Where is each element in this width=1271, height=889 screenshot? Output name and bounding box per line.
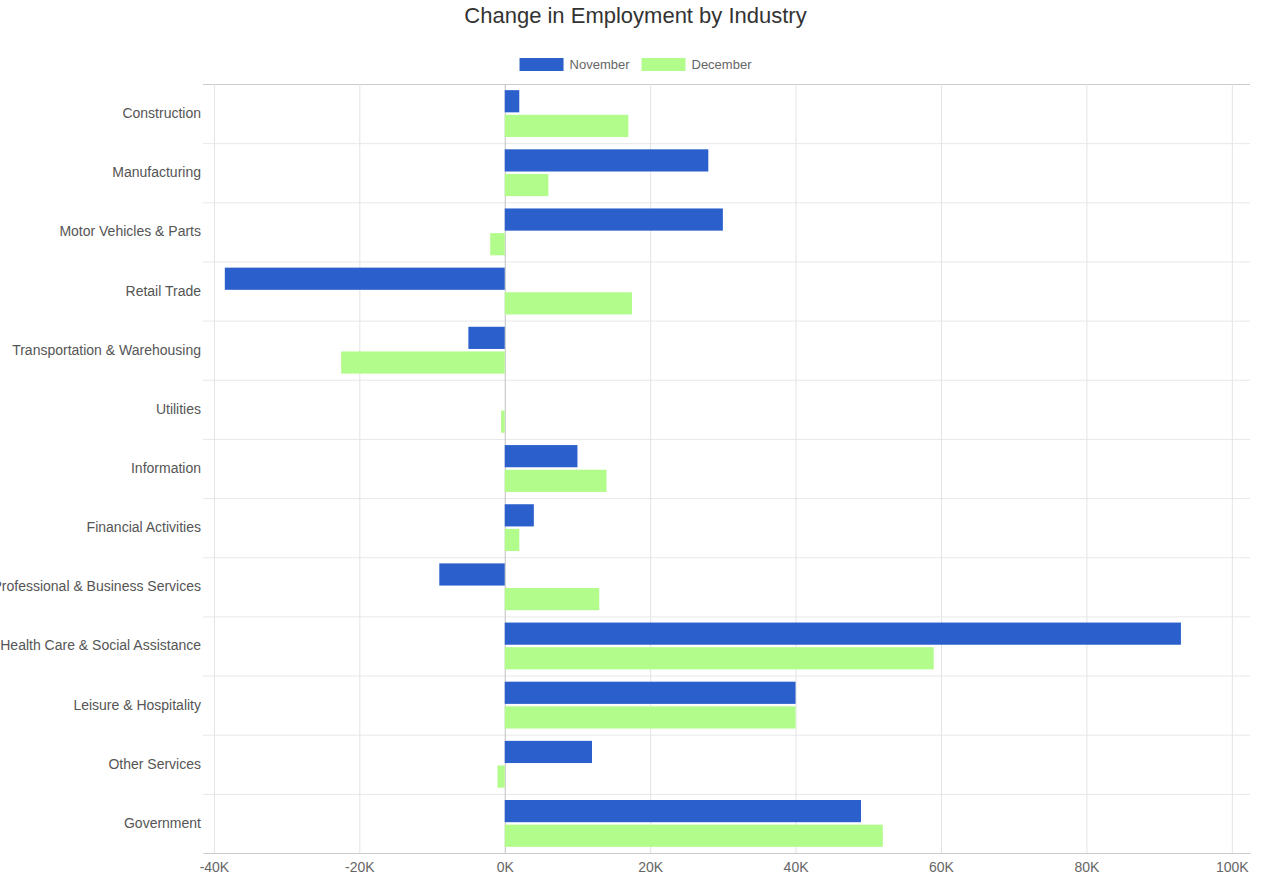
bar [505, 800, 861, 822]
bar [505, 445, 578, 467]
grid-line [941, 84, 942, 853]
bar [341, 351, 505, 373]
y-tick: Government [124, 815, 203, 831]
y-axis: Construction Manufacturing Motor Vehicles … [0, 105, 203, 831]
bar [505, 741, 592, 763]
legend-swatch [520, 58, 564, 71]
bar [225, 268, 505, 290]
x-tick-label: 40K [784, 859, 810, 875]
x-tick: -20K [345, 84, 375, 875]
y-tick: Utilities [156, 401, 203, 417]
category-label: Transportation & Warehousing [12, 342, 201, 358]
bar [501, 411, 505, 433]
bar [505, 588, 600, 610]
series-bars [341, 115, 934, 847]
bar [505, 292, 632, 314]
y-tick: Manufacturing [112, 164, 203, 180]
bar [505, 208, 723, 230]
category-label: Manufacturing [112, 164, 201, 180]
grid-line [650, 84, 651, 853]
bar [505, 115, 629, 137]
y-tick: Leisure & Hospitality [73, 697, 203, 713]
grid-line [1086, 84, 1087, 853]
y-tick: Health Care & Social Assistance [0, 637, 203, 653]
chart-title: Change in Employment by Industry [464, 3, 806, 28]
bars [225, 90, 1181, 847]
legend: November December [520, 57, 753, 72]
bar [505, 149, 709, 171]
category-label: Construction [122, 105, 201, 121]
category-label: Other Services [108, 756, 201, 772]
bar [505, 470, 607, 492]
x-tick-label: 100K [1216, 859, 1249, 875]
plot-area: -40K -20K 0K 20K 40K 60K 80K 100K Construction Ma… [0, 84, 1251, 875]
category-label: Government [124, 815, 201, 831]
category-label: Motor Vehicles & Parts [59, 223, 201, 239]
y-tick: Other Services [108, 756, 203, 772]
grid-line [505, 84, 506, 853]
bar [505, 825, 883, 847]
category-label: Professional & Business Services [0, 578, 201, 594]
y-tick: Information [131, 460, 203, 476]
x-tick: 80K [1074, 84, 1100, 875]
x-tick-label: 20K [638, 859, 664, 875]
bar [504, 386, 505, 408]
x-tick: 20K [638, 84, 664, 875]
x-axis: -40K -20K 0K 20K 40K 60K 80K 100K [200, 84, 1251, 875]
row-separator [203, 853, 1250, 854]
bar [497, 766, 504, 788]
grid-line [214, 84, 215, 853]
grid-line [359, 84, 360, 853]
category-label: Financial Activities [87, 519, 201, 535]
y-tick: Transportation & Warehousing [12, 342, 203, 358]
bar [505, 682, 796, 704]
x-tick-label: 60K [929, 859, 955, 875]
bar [439, 563, 504, 585]
x-tick-label: -20K [345, 859, 375, 875]
bar [505, 504, 534, 526]
y-tick: Motor Vehicles & Parts [59, 223, 203, 239]
bar [505, 174, 549, 196]
bar [505, 529, 520, 551]
x-tick: -40K [200, 84, 230, 875]
bar [505, 706, 796, 728]
x-tick-label: 80K [1074, 859, 1100, 875]
x-axis-line [204, 853, 1251, 854]
grid-line [1232, 84, 1233, 853]
y-tick: Retail Trade [126, 283, 203, 299]
category-label: Utilities [156, 401, 201, 417]
bar [505, 647, 934, 669]
chart: -40K -20K 0K 20K 40K 60K 80K 100K Construction Ma… [0, 0, 1271, 889]
bar [490, 233, 505, 255]
legend-item: December [642, 57, 753, 72]
legend-label: November [570, 57, 631, 72]
bar [505, 623, 1181, 645]
series-bars [225, 90, 1181, 822]
legend-swatch [642, 58, 686, 71]
y-tick: Construction [122, 105, 203, 121]
x-tick: 60K [929, 84, 955, 875]
y-tick: Professional & Business Services [0, 578, 203, 594]
category-label: Leisure & Hospitality [73, 697, 201, 713]
bar [468, 327, 504, 349]
category-label: Information [131, 460, 201, 476]
x-tick-label: 0K [497, 859, 515, 875]
row-separators [203, 85, 1250, 854]
x-tick-label: -40K [200, 859, 230, 875]
category-label: Retail Trade [126, 283, 202, 299]
grid-line [796, 84, 797, 853]
x-tick: 40K [784, 84, 810, 875]
category-label: Health Care & Social Assistance [0, 637, 201, 653]
legend-item: November [520, 57, 631, 72]
y-tick: Financial Activities [87, 519, 203, 535]
bar [505, 90, 520, 112]
legend-label: December [692, 57, 753, 72]
x-tick: 100K [1216, 84, 1249, 875]
